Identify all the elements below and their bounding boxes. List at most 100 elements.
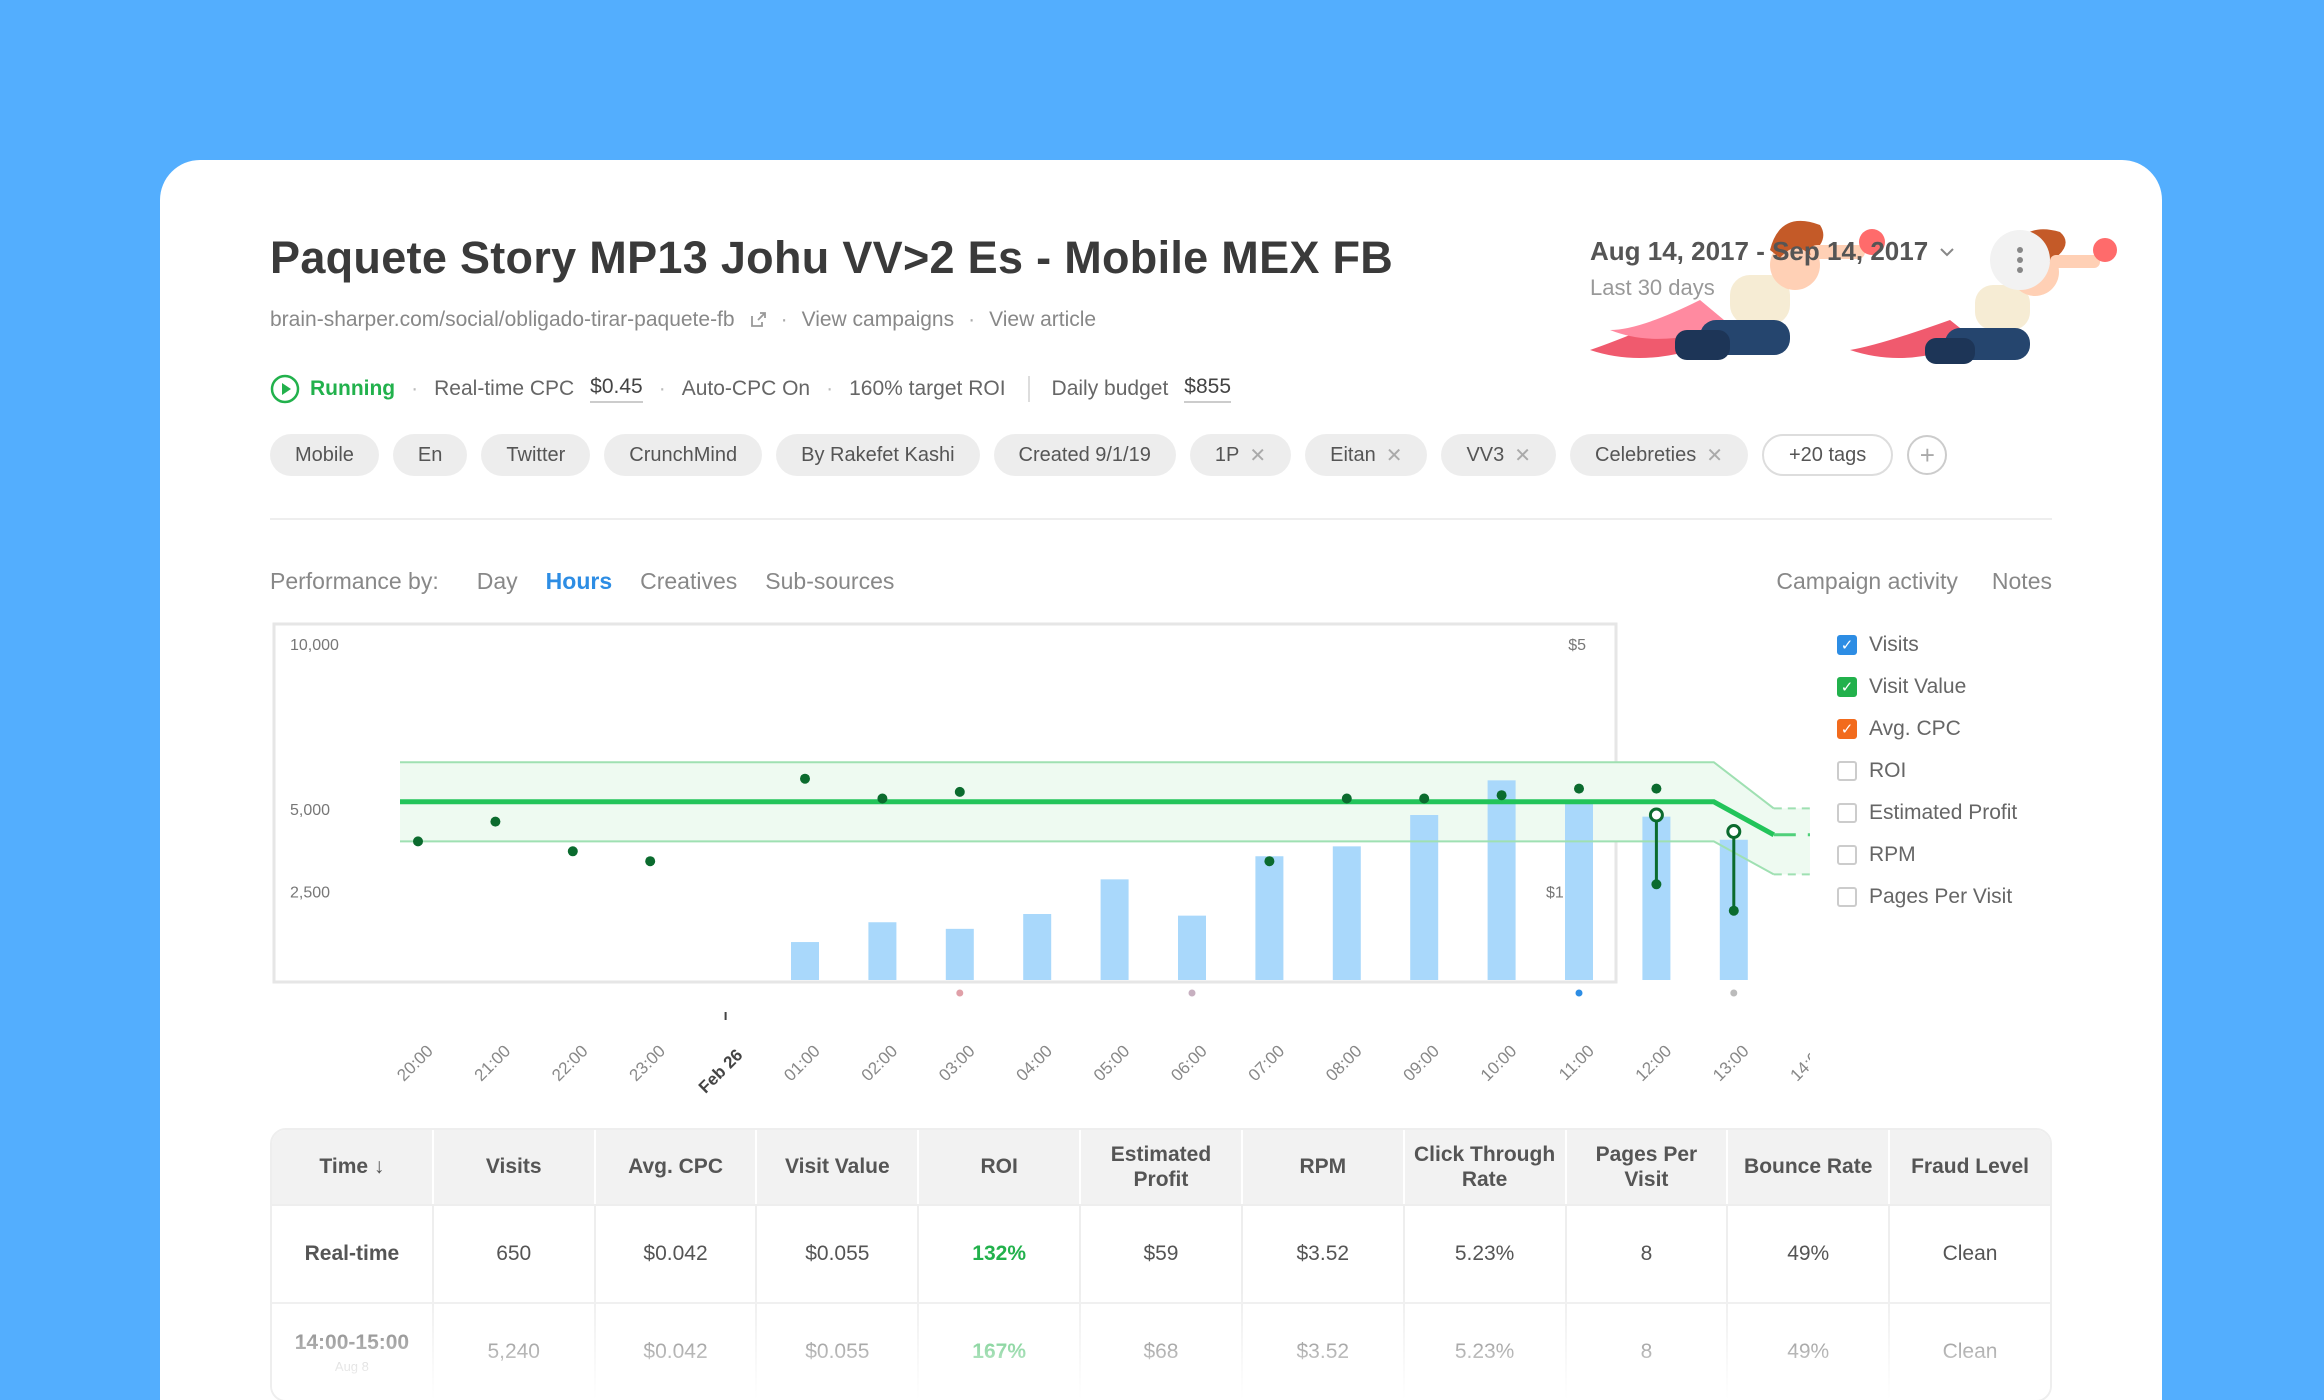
column-header[interactable]: Visit Value [757,1130,920,1204]
table-cell: 49% [1728,1206,1891,1302]
chart-right-links: Campaign activity Notes [1776,568,2052,595]
status-row: Running · Real-time CPC $0.45 · Auto-CPC… [270,374,1232,404]
tag-chip[interactable]: Eitan ✕ [1305,434,1428,476]
bar [1023,914,1052,980]
view-campaigns-link[interactable]: View campaigns [801,308,955,331]
tag-chip[interactable]: Mobile [270,434,379,476]
x-tick-label: 14:00 [1787,1041,1810,1085]
x-tick-label: 12:00 [1632,1041,1676,1085]
campaign-activity-link[interactable]: Campaign activity [1776,568,1958,594]
more-options-button[interactable] [1990,230,2050,290]
tag-chip[interactable]: Created 9/1/19 [993,434,1176,476]
running-status[interactable]: Running [270,374,395,404]
table-row[interactable]: Real-time 650 $0.042 $0.055 132% $59 $3.52 5.23… [272,1204,2050,1302]
cell-value: 5.23% [1454,1340,1515,1363]
tag-label: Twitter [506,443,566,466]
bar [791,942,819,980]
tag-chip[interactable]: 1P ✕ [1189,434,1292,476]
checkbox[interactable] [1837,761,1857,781]
tag-chip[interactable]: CrunchMind [604,434,763,476]
tab-day[interactable]: Day [476,568,518,594]
cell-value: 167% [972,1340,1027,1363]
auto-cpc[interactable]: Auto-CPC On [681,377,811,400]
target-roi[interactable]: 160% target ROI [849,377,1006,400]
column-header[interactable]: Time ↓ [272,1130,434,1204]
tab-sub-sources[interactable]: Sub-sources [765,568,895,594]
checkbox[interactable] [1837,845,1857,865]
legend-item-roi[interactable]: ROI [1837,750,2017,792]
table-row[interactable]: 14:00-15:00 Aug 8 5,240 $0.042 $0.055 167% $68… [272,1302,2050,1400]
cell-value: $68 [1143,1340,1179,1363]
close-icon[interactable]: ✕ [1249,444,1267,467]
x-tick-label: 09:00 [1400,1041,1444,1085]
cpc-value[interactable]: $0.45 [590,375,643,403]
legend-label: Pages Per Visit [1869,885,2013,908]
budget-value[interactable]: $855 [1184,375,1232,403]
x-tick-label: 13:00 [1709,1041,1753,1085]
running-label: Running [310,377,396,400]
date-range-picker[interactable]: Aug 14, 2017 - Sep 14, 2017 Last 30 days [1590,236,1954,301]
legend-item-estimated-profit[interactable]: Estimated Profit [1837,792,2017,834]
campaign-url[interactable]: brain-sharper.com/social/obligado-tirar-… [270,308,735,331]
bar [1255,856,1284,980]
cell-value: 49% [1787,1242,1830,1265]
campaign-title: Paquete Story MP13 Johu VV>2 Es - Mobile… [270,232,1394,283]
column-header[interactable]: Click Through Rate [1405,1130,1567,1204]
x-tick-label: 04:00 [1013,1041,1057,1085]
table-header: Time ↓ Visits Avg. CPC Visit Value ROI Estima… [272,1130,2050,1204]
tag-chip[interactable]: By Rakefet Kashi [776,434,980,476]
add-tag-icon[interactable]: + [1907,435,1948,475]
scatter-point [1496,790,1507,801]
cpc-label: Real-time CPC [434,377,575,400]
x-tick-label: 02:00 [858,1041,902,1085]
cell-value: 132% [972,1242,1027,1265]
legend-item-visits[interactable]: ✓ Visits [1837,624,2017,666]
tab-creatives[interactable]: Creatives [640,568,738,594]
column-header[interactable]: Fraud Level [1911,1155,2029,1179]
table-cell: Real-time [272,1206,434,1302]
event-marker [1730,989,1738,997]
close-icon[interactable]: ✕ [1706,444,1723,467]
table-cell: $0.042 [596,1304,758,1400]
external-link-icon[interactable] [749,311,767,329]
column-header[interactable]: Visits [434,1130,596,1204]
legend-label: Visits [1869,633,1919,656]
cell-value: $3.52 [1296,1242,1350,1265]
view-article-link[interactable]: View article [989,308,1097,331]
scatter-point [1651,783,1662,794]
tag-chip[interactable]: VV3 ✕ [1441,434,1557,476]
column-header[interactable]: RPM [1243,1130,1405,1204]
tag-chip[interactable]: En [392,434,468,476]
close-icon[interactable]: ✕ [1385,444,1403,467]
table-cell: 8 [1567,1304,1729,1400]
target-line [400,799,1776,837]
checkbox[interactable]: ✓ [1837,719,1857,739]
close-icon[interactable]: ✕ [1514,444,1532,467]
column-header[interactable]: ROI [919,1130,1082,1204]
tag-chip[interactable]: Celebreties ✕ [1570,434,1748,476]
legend-item-visit-value[interactable]: ✓ Visit Value [1837,666,2017,708]
legend-item-rpm[interactable]: RPM [1837,834,2017,876]
table-cell: 8 [1567,1206,1729,1302]
checkbox[interactable]: ✓ [1837,677,1857,697]
legend-item-pages-per-visit[interactable]: Pages Per Visit [1837,876,2017,918]
tag-label: Created 9/1/19 [1018,443,1151,466]
checkbox[interactable]: ✓ [1837,635,1857,655]
legend-item-avg-cpc[interactable]: ✓ Avg. CPC [1837,708,2017,750]
performance-table: Time ↓ Visits Avg. CPC Visit Value ROI Estima… [270,1128,2052,1400]
column-header[interactable]: Avg. CPC [596,1130,758,1204]
checkbox[interactable] [1837,803,1857,823]
checkbox[interactable] [1837,887,1857,907]
column-header[interactable]: Bounce Rate [1728,1130,1891,1204]
x-tick-label: 06:00 [1167,1041,1211,1085]
column-header[interactable]: Pages Per Visit [1567,1130,1729,1204]
bar [1178,915,1206,980]
column-header[interactable]: Estimated Profit [1081,1130,1243,1204]
y-tick-label-left: 5,000 [290,802,330,819]
notes-link[interactable]: Notes [1991,568,2052,594]
tab-hours[interactable]: Hours [545,568,613,594]
bar [945,928,974,980]
more-tags-button[interactable]: +20 tags [1761,434,1894,476]
scatter-point [413,836,423,847]
tag-chip[interactable]: Twitter [481,434,591,476]
